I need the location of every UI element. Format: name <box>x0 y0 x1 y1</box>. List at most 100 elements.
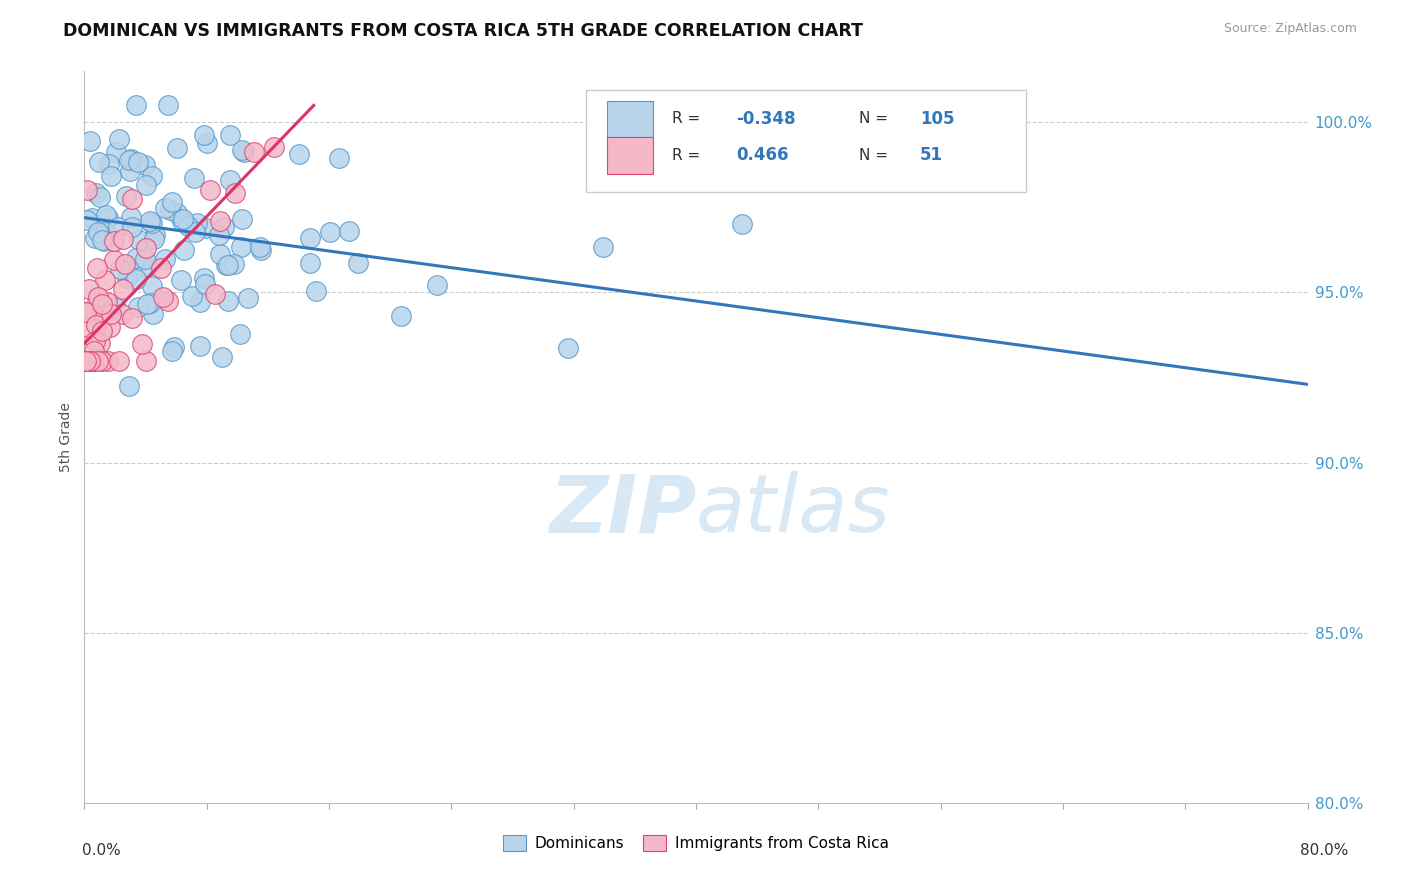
Text: 51: 51 <box>920 146 943 164</box>
Point <box>305 284 328 298</box>
Point <box>86 295 108 310</box>
FancyBboxPatch shape <box>606 101 654 137</box>
Point <box>94 208 117 222</box>
Point <box>153 252 176 266</box>
Point <box>77 282 100 296</box>
Point <box>231 240 253 254</box>
Point <box>93 273 115 287</box>
Text: atlas: atlas <box>696 471 891 549</box>
Point <box>82 353 104 368</box>
Point <box>337 223 360 237</box>
Point <box>83 334 105 348</box>
Point <box>298 231 321 245</box>
Point <box>135 178 157 192</box>
Point <box>131 337 153 351</box>
Point <box>114 189 136 203</box>
Point <box>83 344 105 359</box>
Text: 80.0%: 80.0% <box>1301 843 1348 858</box>
Point <box>84 231 107 245</box>
Point <box>75 305 97 319</box>
Point <box>79 134 101 148</box>
Point <box>91 303 114 318</box>
Point <box>107 220 129 235</box>
Point <box>184 225 207 239</box>
Point <box>103 235 125 249</box>
Point <box>243 145 266 159</box>
Point <box>89 336 111 351</box>
Point <box>89 190 111 204</box>
Point <box>103 253 125 268</box>
Point <box>98 320 121 334</box>
Point <box>299 256 322 270</box>
Point <box>193 128 215 142</box>
Text: 105: 105 <box>920 110 955 128</box>
Point <box>135 297 157 311</box>
Point <box>134 252 156 267</box>
Point <box>75 353 97 368</box>
Text: N =: N = <box>859 112 887 127</box>
Point <box>162 344 184 359</box>
Point <box>250 244 273 258</box>
Point <box>208 246 231 260</box>
Point <box>170 273 193 287</box>
Point <box>84 186 107 201</box>
Point <box>120 210 142 224</box>
Point <box>208 227 231 242</box>
Text: 0.466: 0.466 <box>737 146 789 164</box>
Point <box>104 145 127 159</box>
Point <box>77 319 100 334</box>
FancyBboxPatch shape <box>586 90 1026 192</box>
Point <box>212 219 235 234</box>
Point <box>229 326 252 341</box>
Point <box>84 318 107 333</box>
Point <box>86 353 108 368</box>
Point <box>141 216 163 230</box>
Y-axis label: 5th Grade: 5th Grade <box>59 402 73 472</box>
Point <box>160 194 183 209</box>
Point <box>197 136 219 150</box>
Point <box>319 225 342 239</box>
Text: R =: R = <box>672 148 704 163</box>
Point <box>108 261 131 276</box>
Point <box>105 301 128 316</box>
Point <box>90 353 112 368</box>
Point <box>204 286 226 301</box>
Point <box>75 353 97 368</box>
Point <box>195 220 218 235</box>
Point <box>120 152 142 166</box>
Point <box>233 145 256 159</box>
Point <box>114 257 136 271</box>
Point <box>98 157 121 171</box>
Point <box>183 171 205 186</box>
Point <box>111 282 134 296</box>
Text: -0.348: -0.348 <box>737 110 796 128</box>
Point <box>135 353 157 368</box>
Point <box>224 186 246 201</box>
Point <box>141 279 163 293</box>
Point <box>128 233 150 247</box>
Point <box>193 270 215 285</box>
Point <box>93 234 115 248</box>
Point <box>391 310 413 324</box>
Point <box>139 296 162 310</box>
Point <box>152 290 174 304</box>
Point <box>118 379 141 393</box>
Point <box>100 307 122 321</box>
Point <box>592 240 614 254</box>
Text: DOMINICAN VS IMMIGRANTS FROM COSTA RICA 5TH GRADE CORRELATION CHART: DOMINICAN VS IMMIGRANTS FROM COSTA RICA … <box>63 22 863 40</box>
Point <box>153 201 176 215</box>
Point <box>188 295 211 310</box>
Point <box>231 143 253 157</box>
Point <box>121 192 143 206</box>
Point <box>163 340 186 354</box>
Point <box>135 241 157 255</box>
Point <box>76 183 98 197</box>
Point <box>111 232 134 246</box>
Point <box>115 270 138 285</box>
Point <box>79 353 101 368</box>
Point <box>83 353 105 368</box>
Point <box>90 297 112 311</box>
Text: ZIP: ZIP <box>548 471 696 549</box>
Point <box>557 341 579 355</box>
Point <box>141 169 163 184</box>
